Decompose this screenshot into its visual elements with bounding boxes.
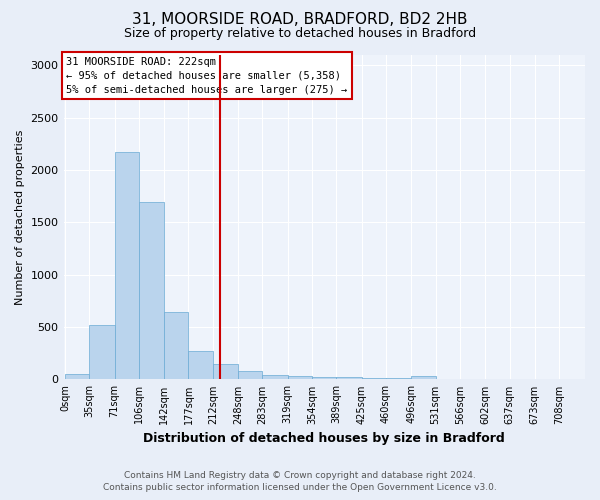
Text: 31, MOORSIDE ROAD, BRADFORD, BD2 2HB: 31, MOORSIDE ROAD, BRADFORD, BD2 2HB xyxy=(132,12,468,28)
Bar xyxy=(386,378,411,380)
Bar xyxy=(188,351,213,380)
Bar xyxy=(139,202,164,380)
Bar xyxy=(164,312,188,380)
Bar xyxy=(436,379,460,380)
Bar xyxy=(411,376,436,380)
Bar xyxy=(287,376,312,380)
Bar xyxy=(238,371,262,380)
Bar xyxy=(485,379,509,380)
Text: 31 MOORSIDE ROAD: 222sqm
← 95% of detached houses are smaller (5,358)
5% of semi: 31 MOORSIDE ROAD: 222sqm ← 95% of detach… xyxy=(66,56,347,94)
Bar xyxy=(559,379,584,380)
Bar xyxy=(262,374,287,380)
Bar xyxy=(65,374,89,380)
Bar xyxy=(115,152,139,380)
Text: Size of property relative to detached houses in Bradford: Size of property relative to detached ho… xyxy=(124,28,476,40)
Bar xyxy=(213,364,238,380)
Bar xyxy=(89,325,115,380)
Bar xyxy=(312,377,337,380)
X-axis label: Distribution of detached houses by size in Bradford: Distribution of detached houses by size … xyxy=(143,432,505,445)
Text: Contains HM Land Registry data © Crown copyright and database right 2024.
Contai: Contains HM Land Registry data © Crown c… xyxy=(103,471,497,492)
Bar xyxy=(535,379,559,380)
Bar xyxy=(460,379,485,380)
Y-axis label: Number of detached properties: Number of detached properties xyxy=(15,130,25,305)
Bar xyxy=(362,378,386,380)
Bar xyxy=(337,378,362,380)
Bar xyxy=(509,379,535,380)
